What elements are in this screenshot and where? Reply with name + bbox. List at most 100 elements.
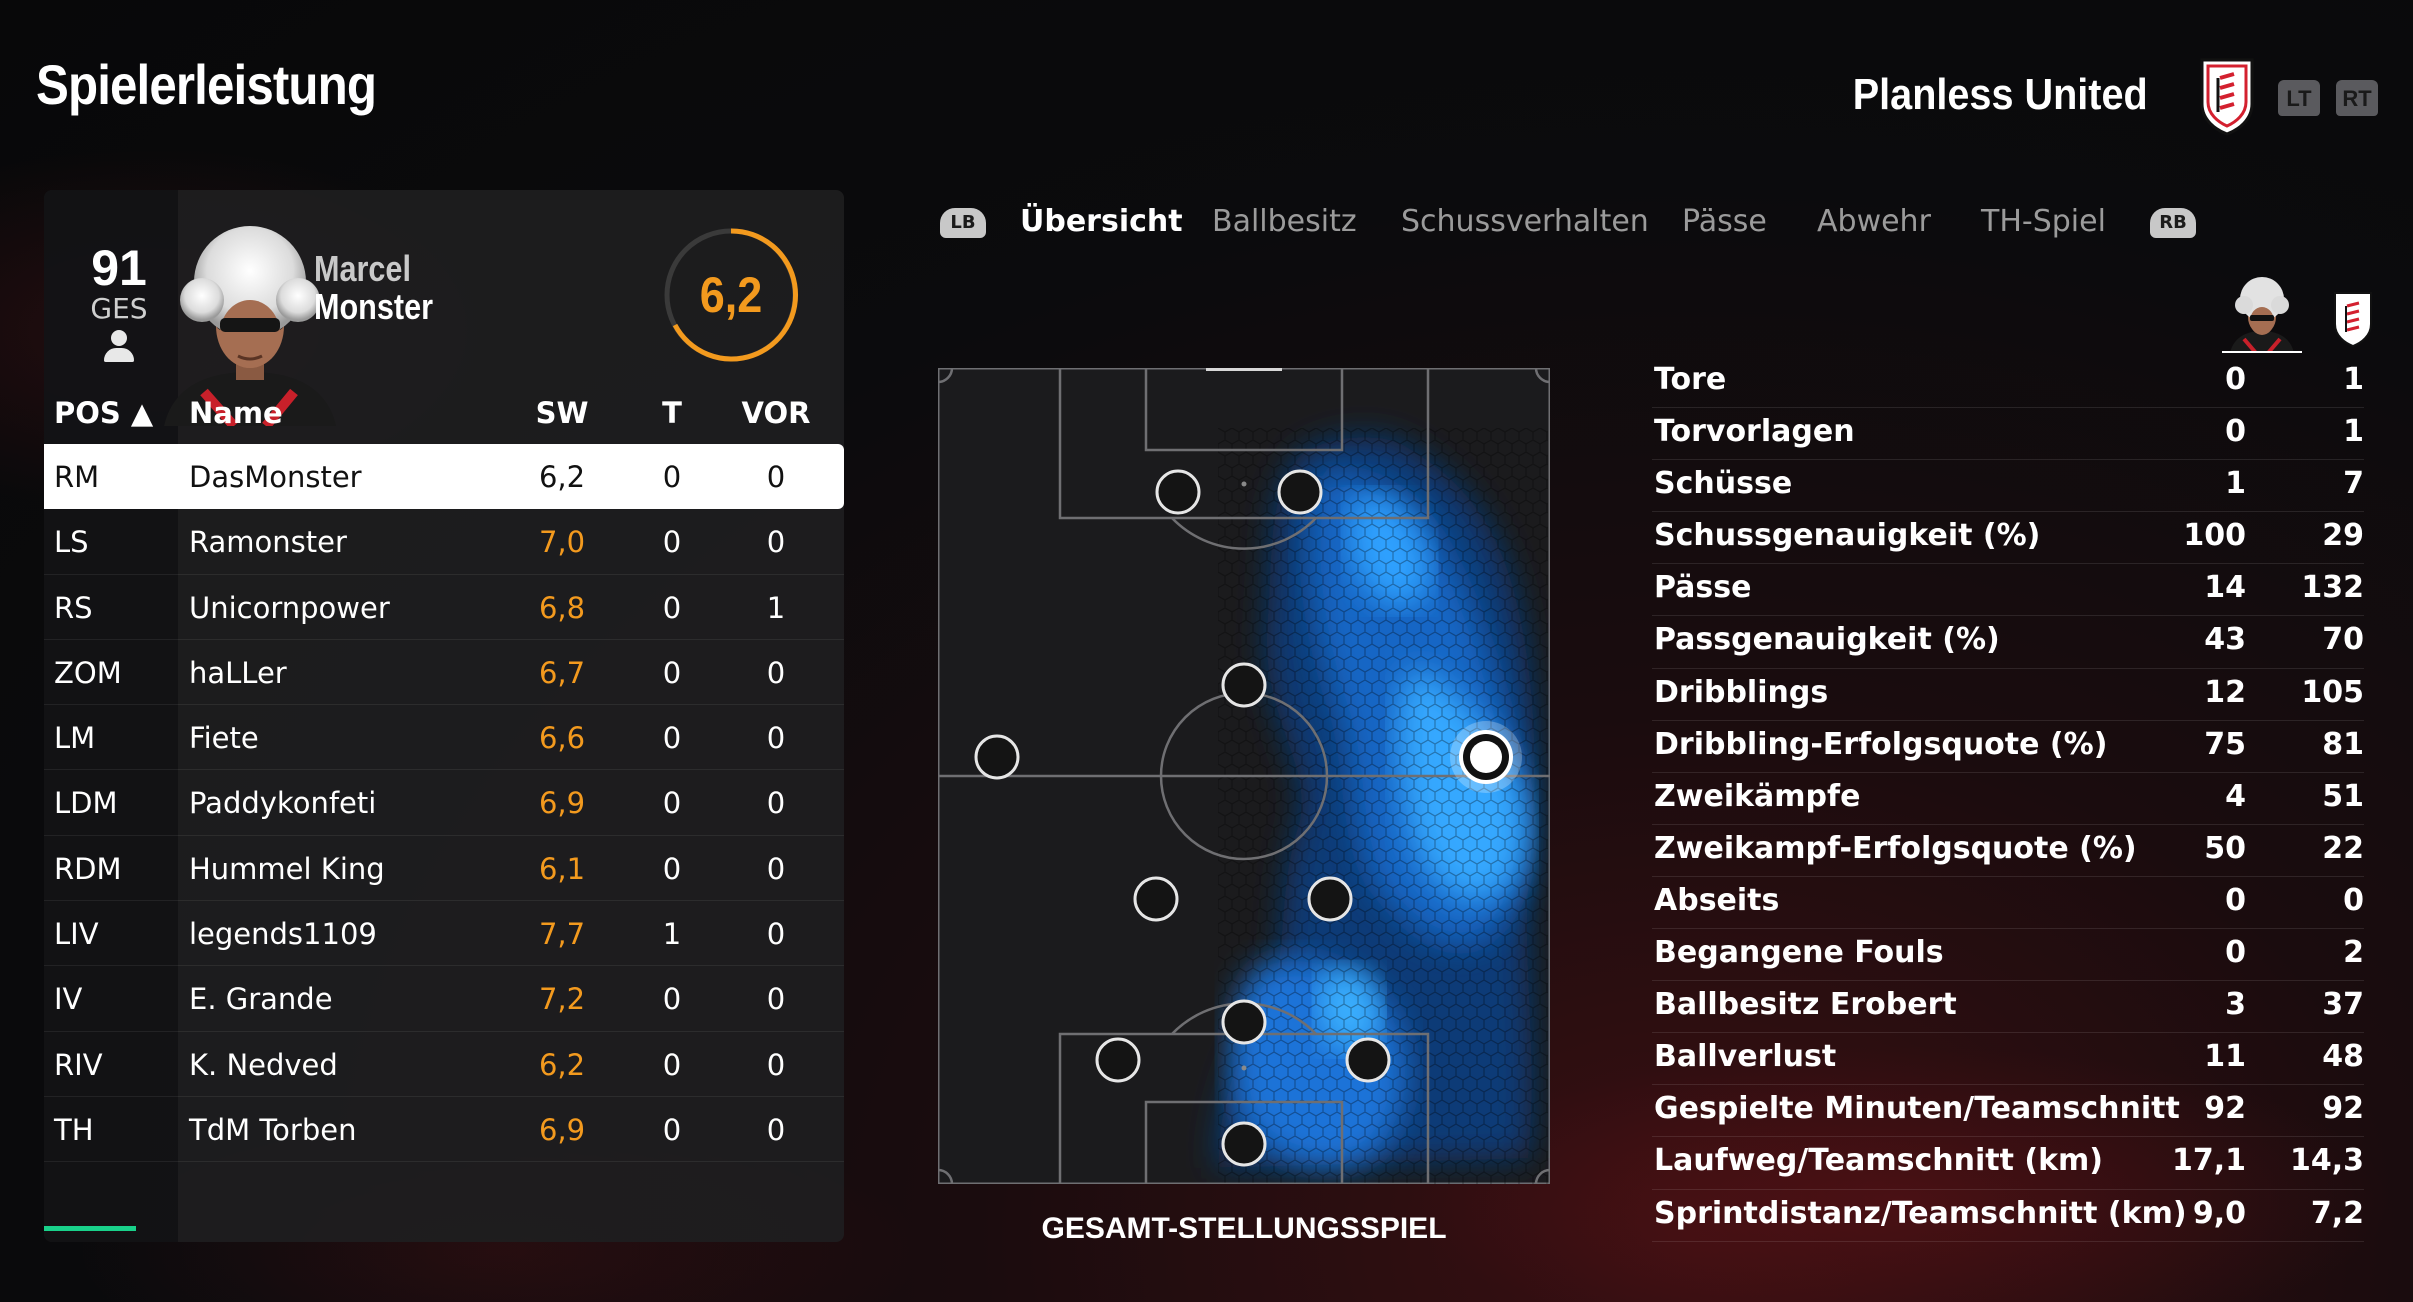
row-goals: 0 <box>662 525 682 560</box>
player-list-panel: 91 GES Marcel Monster 6,2 POS ▲ <box>44 190 844 1242</box>
stat-row: Abseits 0 0 <box>1652 877 2364 930</box>
row-rating: 6,1 <box>538 851 586 886</box>
tab-ballbesitz[interactable]: Ballbesitz <box>1212 204 1357 239</box>
table-row[interactable]: RM DasMonster 6,2 0 0 <box>44 444 844 510</box>
stat-row: Pässe 14 132 <box>1652 564 2364 617</box>
stat-label: Abseits <box>1654 882 1780 918</box>
team-name: Planless United <box>1853 70 2148 119</box>
stat-player-value: 0 <box>2225 362 2246 397</box>
tab-schussverhalten[interactable]: Schussverhalten <box>1401 204 1649 239</box>
stat-player-value: 12 <box>2204 674 2246 710</box>
table-row[interactable]: ZOM haLLer 6,7 0 0 <box>44 640 844 706</box>
stat-label: Gespielte Minuten/Teamschnitt <box>1654 1091 2180 1127</box>
stat-player-value: 0 <box>2225 935 2246 971</box>
row-player-name: haLLer <box>189 655 287 690</box>
header-vor[interactable]: VOR <box>741 396 811 430</box>
stat-team-value: 51 <box>2322 778 2364 814</box>
stat-row: Schüsse 1 7 <box>1652 460 2364 513</box>
table-row[interactable]: LM Fiete 6,6 0 0 <box>44 705 844 771</box>
row-player-name: Paddykonfeti <box>189 786 377 821</box>
stat-team-value: 29 <box>2322 518 2364 554</box>
stat-player-value: 4 <box>2225 778 2246 814</box>
player-rows: RM DasMonster 6,2 0 0 LS Ramonster 7,0 0 0 RS Unico… <box>44 444 844 1163</box>
tab-uebersicht[interactable]: Übersicht <box>1020 204 1183 239</box>
table-row[interactable]: RS Unicornpower 6,8 0 1 <box>44 575 844 640</box>
row-position: RS <box>54 590 93 625</box>
row-position: LM <box>54 721 96 756</box>
table-row[interactable]: LIV legends1109 7,7 1 0 <box>44 901 844 967</box>
stat-player-value: 17,1 <box>2171 1143 2246 1179</box>
row-goals: 0 <box>662 655 682 690</box>
stat-team-value: 2 <box>2343 935 2364 971</box>
page-title: Spielerleistung <box>36 53 377 116</box>
row-player-name: DasMonster <box>189 460 362 494</box>
table-row[interactable]: LS Ramonster 7,0 0 0 <box>44 509 844 575</box>
stats-table: Tore 0 1 Torvorlagen 0 1 Schüsse 1 7 Schussgenaui… <box>1652 356 2364 1242</box>
position-column-background <box>44 190 178 1242</box>
tab-abwehr[interactable]: Abwehr <box>1817 204 1931 239</box>
row-assists: 0 <box>766 655 786 690</box>
table-row[interactable]: TH TdM Torben 6,9 0 0 <box>44 1097 844 1163</box>
tab-paesse[interactable]: Pässe <box>1682 204 1767 239</box>
row-player-name: Fiete <box>189 721 259 756</box>
rating-ring <box>664 228 799 362</box>
row-position: TH <box>54 1112 94 1147</box>
row-goals: 0 <box>662 721 682 756</box>
overall-label: GES <box>90 292 148 325</box>
stat-player-value: 0 <box>2225 882 2246 918</box>
stat-row: Schussgenauigkeit (%) 100 29 <box>1652 512 2364 565</box>
stat-row: Passgenauigkeit (%) 43 70 <box>1652 616 2364 669</box>
row-player-name: Unicornpower <box>189 590 390 625</box>
stat-label: Torvorlagen <box>1654 414 1855 450</box>
stat-team-value: 105 <box>2301 674 2364 710</box>
header-t[interactable]: T <box>662 396 682 430</box>
stat-label: Schussgenauigkeit (%) <box>1654 518 2041 554</box>
stat-player-value: 43 <box>2204 622 2246 658</box>
stat-label: Ballbesitz Erobert <box>1654 987 1957 1023</box>
header-pos[interactable]: POS ▲ <box>54 396 154 430</box>
stat-label: Begangene Fouls <box>1654 935 1944 971</box>
row-rating: 6,8 <box>538 590 586 625</box>
row-assists: 0 <box>766 917 786 952</box>
row-player-name: K. Nedved <box>189 1047 338 1082</box>
table-row[interactable]: RIV K. Nedved 6,2 0 0 <box>44 1032 844 1097</box>
row-rating: 6,2 <box>538 1047 586 1082</box>
header-sw[interactable]: SW <box>535 396 589 430</box>
row-assists: 0 <box>766 460 786 494</box>
table-row[interactable]: IV E. Grande 7,2 0 0 <box>44 966 844 1032</box>
row-assists: 0 <box>766 721 786 756</box>
row-goals: 0 <box>662 851 682 886</box>
team-crest-icon <box>2200 58 2254 136</box>
stat-player-value: 50 <box>2204 830 2246 866</box>
row-goals: 0 <box>662 590 682 625</box>
stat-team-value: 81 <box>2322 726 2364 762</box>
row-position: LS <box>54 525 89 560</box>
stat-player-value: 92 <box>2204 1091 2246 1127</box>
stat-label: Laufweg/Teamschnitt (km) <box>1654 1143 2103 1179</box>
rb-bumper-button[interactable]: RB <box>2150 208 2196 238</box>
overall-value: 91 <box>91 240 147 296</box>
table-row[interactable]: RDM Hummel King 6,1 0 0 <box>44 836 844 902</box>
row-assists: 0 <box>766 786 786 821</box>
stat-row: Zweikämpfe 4 51 <box>1652 773 2364 825</box>
table-row[interactable]: LDM Paddykonfeti 6,9 0 0 <box>44 770 844 836</box>
lt-trigger-button[interactable]: LT <box>2278 80 2320 116</box>
row-assists: 0 <box>766 1112 786 1147</box>
header-name[interactable]: Name <box>189 396 283 430</box>
stat-row: Gespielte Minuten/Teamschnitt 92 92 <box>1652 1085 2364 1138</box>
lb-bumper-button[interactable]: LB <box>940 208 986 238</box>
rt-trigger-button[interactable]: RT <box>2336 80 2378 116</box>
row-rating: 7,7 <box>538 917 586 952</box>
tab-th-spiel[interactable]: TH-Spiel <box>1981 204 2106 239</box>
stat-player-value: 0 <box>2225 414 2246 450</box>
row-goals: 0 <box>662 786 682 821</box>
row-position: RDM <box>54 851 122 886</box>
row-player-name: legends1109 <box>189 917 377 952</box>
stat-player-value: 14 <box>2204 570 2246 606</box>
row-rating: 7,0 <box>538 525 586 560</box>
table-header: POS ▲ Name SW T VOR <box>44 388 844 434</box>
stat-player-value: 1 <box>2225 466 2246 502</box>
row-goals: 0 <box>662 982 682 1017</box>
stat-team-value: 1 <box>2343 362 2364 397</box>
stat-player-value: 11 <box>2204 1039 2246 1075</box>
